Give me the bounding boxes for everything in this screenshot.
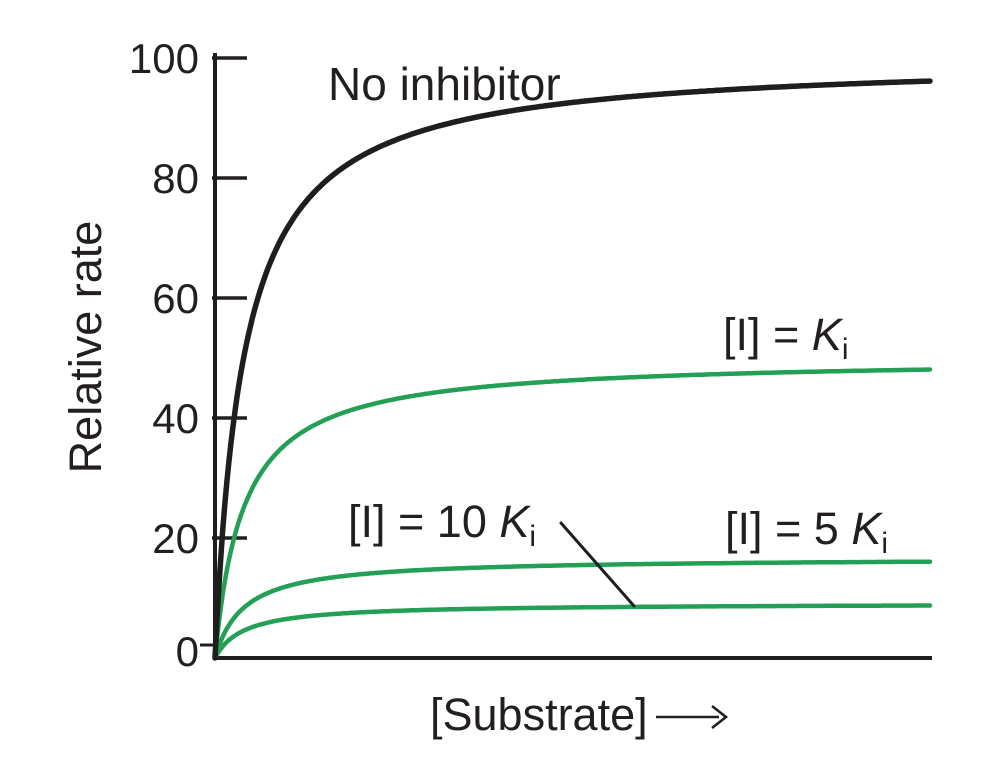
ki5-label-subscript: i xyxy=(881,527,888,560)
no-inhibitor-label: No inhibitor xyxy=(328,58,561,110)
y-tick-label-20: 20 xyxy=(152,515,199,562)
curve-i-10-ki xyxy=(212,603,933,661)
y-tick-label-80: 80 xyxy=(152,155,199,202)
ki5-label-symbol: K xyxy=(851,503,883,554)
ki5-label-prefix: [I] = 5 xyxy=(725,503,851,554)
x-axis-label-text: [Substrate] xyxy=(430,689,648,740)
x-axis-label: [Substrate] xyxy=(430,689,648,740)
ki10-label-symbol: K xyxy=(499,496,531,547)
y-tick-label-40: 40 xyxy=(152,395,199,442)
y-tick-label-100: 100 xyxy=(129,35,199,82)
ki5-label: [I] = 5 Ki xyxy=(725,503,888,560)
ki10-label-subscript: i xyxy=(529,520,536,553)
y-tick-label-0: 0 xyxy=(176,628,199,675)
ki10-label-prefix: [I] = 10 xyxy=(348,496,499,547)
curve-i-ki xyxy=(212,367,933,661)
curves-group xyxy=(212,78,933,661)
ki1-label-symbol: K xyxy=(812,309,844,360)
y-axis-label: Relative rate xyxy=(60,221,111,474)
curve-i-5-ki xyxy=(212,559,933,661)
y-tick-label-60: 60 xyxy=(152,275,199,322)
ki10-label: [I] = 10 Ki xyxy=(348,496,536,553)
y-axis-label-text: Relative rate xyxy=(60,221,111,474)
arrow-head xyxy=(711,704,729,730)
ki1-label: [I] = Ki xyxy=(723,309,848,366)
x-axis-arrow-icon xyxy=(656,704,729,730)
y-axis-ticks: 0 20 40 60 80 100 xyxy=(129,35,247,675)
no-inhibitor-label-text: No inhibitor xyxy=(328,58,561,110)
ki1-label-subscript: i xyxy=(842,333,849,366)
ki1-label-prefix: [I] = xyxy=(723,309,812,360)
curve-no-inhibitor xyxy=(212,78,933,661)
ki10-leader-line xyxy=(559,521,636,608)
